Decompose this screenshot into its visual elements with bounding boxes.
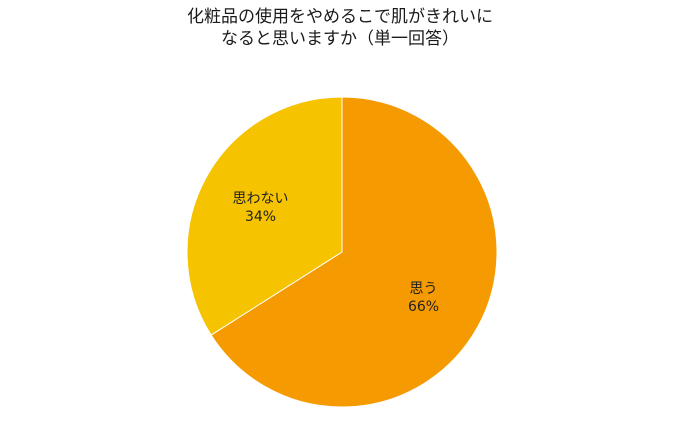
pie-slice-1 [186,96,343,336]
slice-label-1: 思わない [233,191,289,207]
slice-value-0: 66% [408,299,439,315]
pie-slice-0 [210,96,498,408]
chart-title-line-2: なると思いますか（単一回答） [221,29,459,49]
slice-label-0: 思う [410,281,438,297]
chart-title-line-1: 化粧品の使用をやめるこで肌がきれいに [187,7,493,27]
chart-title: 化粧品の使用をやめるこで肌がきれいに なると思いますか（単一回答） [0,6,680,50]
slice-value-1: 34% [245,209,276,225]
